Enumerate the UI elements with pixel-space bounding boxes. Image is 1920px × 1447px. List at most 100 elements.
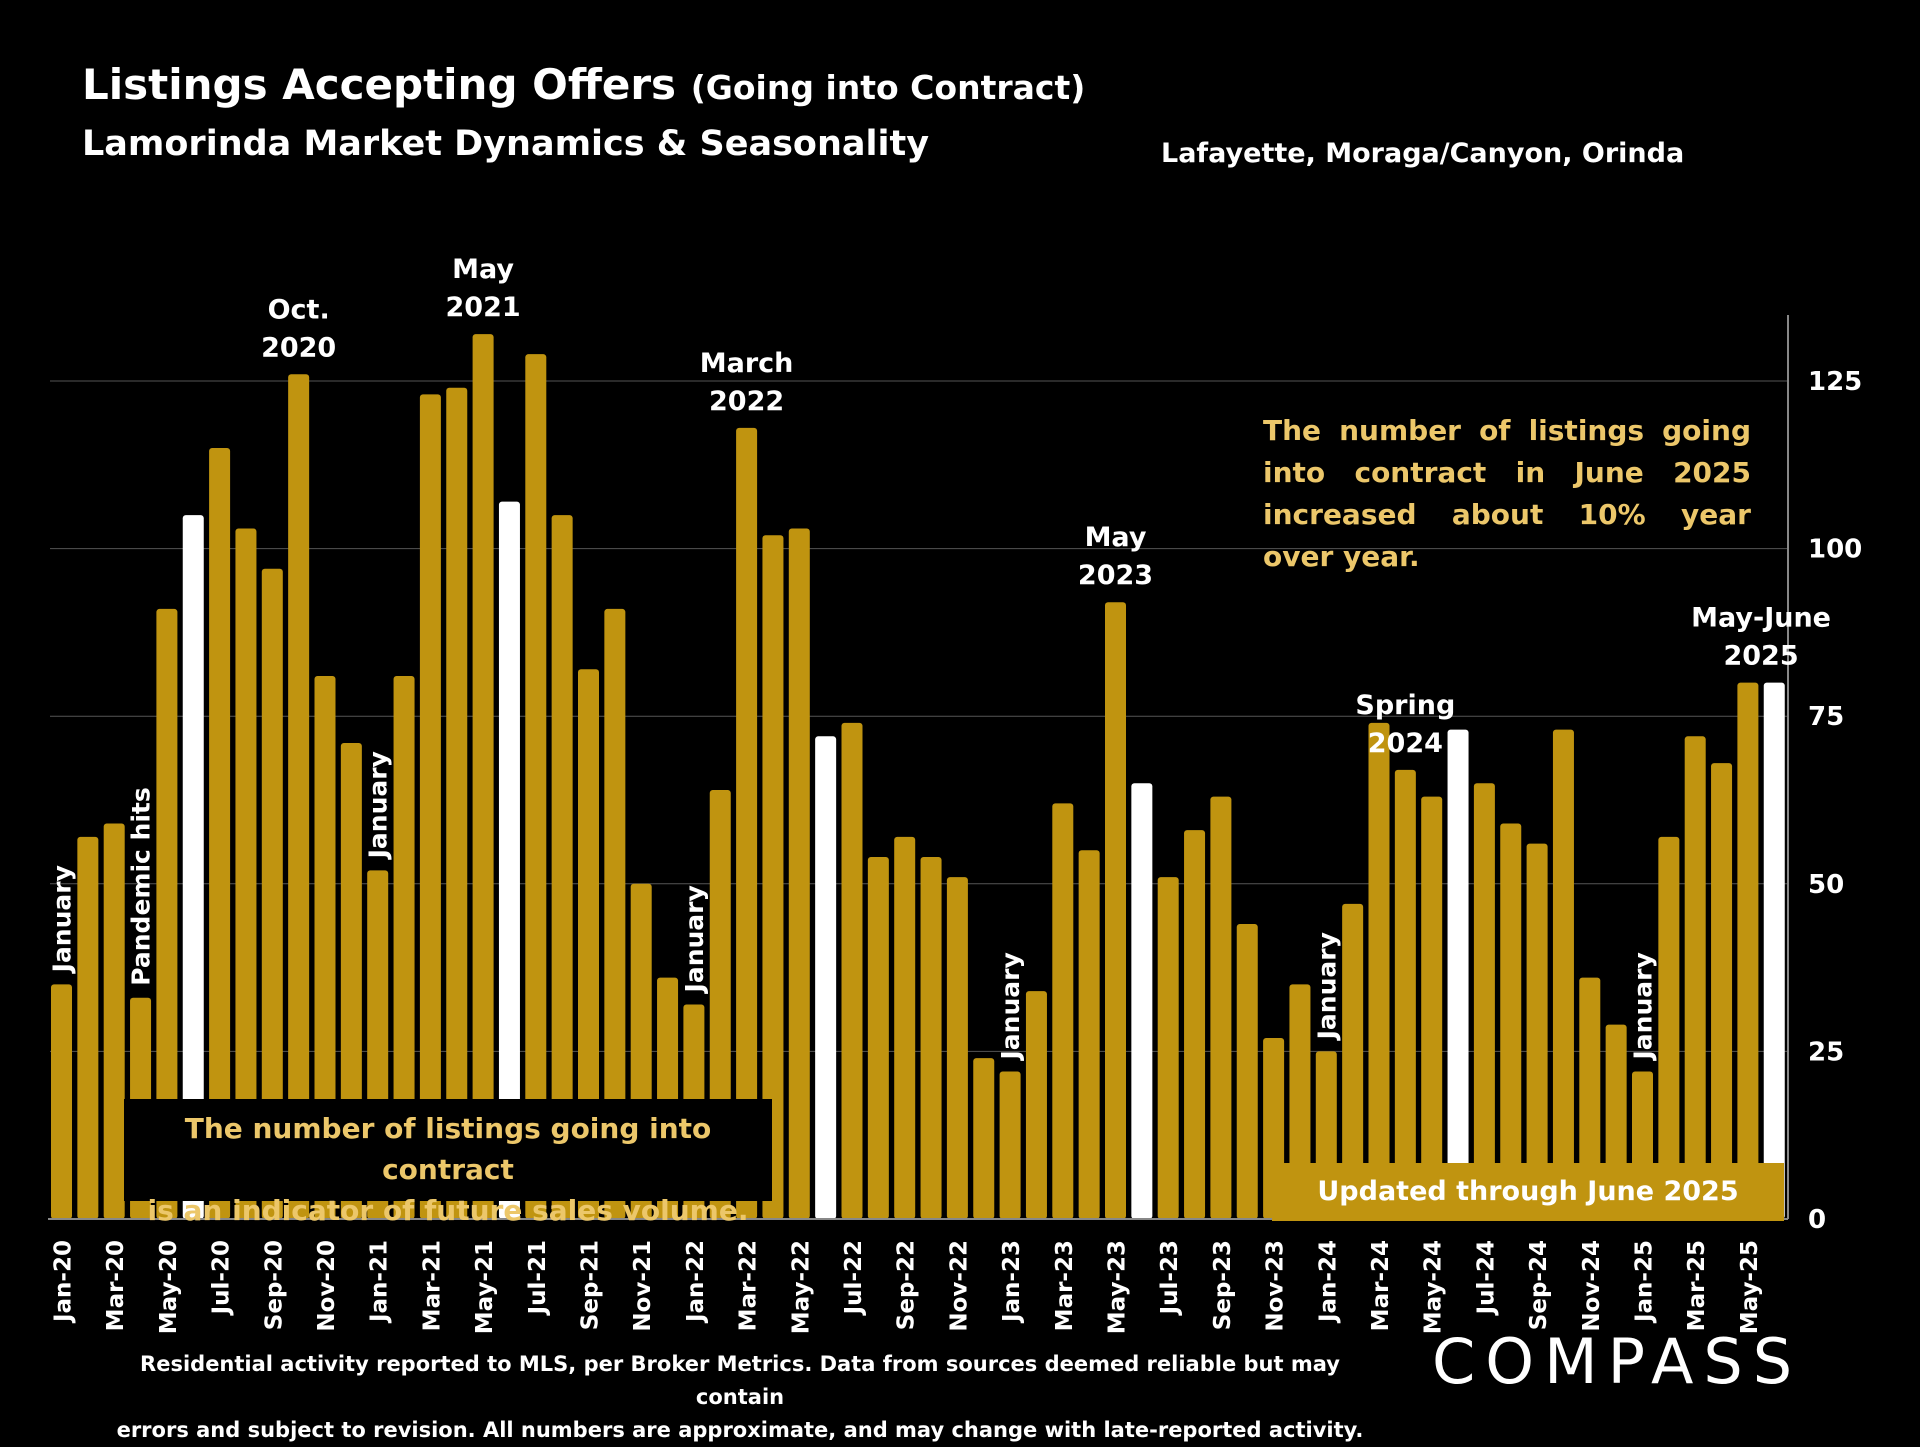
bar [288,374,310,1219]
x-tick-label: Jul-20 [209,1240,235,1316]
x-tick-label: Jul-23 [1157,1240,1183,1316]
bar [1579,977,1601,1219]
chart-title-main: Listings Accepting Offers [82,60,677,109]
bar [1157,877,1179,1219]
y-tick-label: 100 [1808,535,1862,565]
bar [1368,722,1390,1219]
y-tick-label: 50 [1808,870,1844,900]
x-tick-label: Mar-24 [1368,1240,1394,1331]
x-tick-label: Mar-23 [1052,1240,1078,1331]
bar [1737,682,1759,1219]
annotation-label: January [364,751,393,860]
annotation-label: 2024 [1368,728,1443,759]
y-tick-label: 75 [1808,702,1844,732]
chart-subtitle: Lamorinda Market Dynamics & Seasonality [82,124,930,164]
bar [1711,763,1733,1219]
bar [1105,602,1126,1219]
annotation-label: Pandemic hits [127,787,156,986]
annotation-label: March [700,348,794,379]
bar [1526,843,1548,1219]
bar [419,394,441,1220]
bar [1421,796,1443,1219]
callout-indicator-line-2: is an indicator of future sales volume. [147,1194,749,1227]
annotation-label: Oct. [268,294,330,325]
bar [1394,769,1416,1219]
footnote-line-1: Residential activity reported to MLS, pe… [140,1352,1340,1409]
x-tick-label: Mar-21 [419,1240,445,1331]
x-tick-label: Jan-20 [51,1240,77,1324]
x-tick-label: Nov-22 [946,1240,972,1332]
bar [261,568,283,1219]
x-tick-label: Jan-22 [683,1240,709,1324]
x-tick-label: May-24 [1421,1240,1447,1334]
x-tick-label: Mar-25 [1684,1240,1710,1331]
bar [393,675,415,1219]
bar [472,334,494,1219]
annotation-label: January [1312,932,1341,1041]
bar [1078,850,1100,1219]
x-tick-label: Mar-22 [736,1240,762,1331]
bar [815,736,837,1219]
annotation-label: Spring [1355,690,1455,721]
annotation-label: May [1085,522,1147,553]
x-tick-label: Sep-23 [1210,1240,1236,1330]
bar [867,856,889,1219]
callout-indicator: The number of listings going into contra… [124,1099,772,1227]
y-tick-label: 25 [1808,1037,1844,1067]
bar [578,669,599,1219]
bar [1052,803,1074,1219]
x-tick-label: Jan-23 [999,1240,1025,1324]
x-tick-label: May-20 [156,1240,182,1334]
x-tick-label: Nov-20 [314,1240,340,1332]
bar [498,501,520,1219]
x-tick-label: Jan-24 [1315,1240,1341,1324]
bar [1184,830,1206,1219]
bar [736,427,758,1220]
x-tick-label: May-23 [1105,1240,1131,1334]
annotation-label: 2020 [261,332,336,363]
bar [551,515,573,1219]
bar [1473,783,1495,1219]
annotation-label: 2025 [1723,641,1798,672]
callout-yoy: The number of listings going into contra… [1263,414,1751,573]
annotation-label: 2023 [1078,560,1153,591]
x-tick-label: Nov-24 [1579,1240,1605,1332]
bar [156,608,178,1219]
bar [51,984,72,1219]
x-tick-label: Jul-21 [525,1240,551,1316]
x-tick-label: Nov-21 [630,1240,656,1332]
x-tick-label: Mar-20 [103,1240,129,1331]
bar [1447,729,1469,1219]
y-tick-label: 0 [1808,1205,1826,1235]
bar [1289,984,1311,1219]
footnote: Residential activity reported to MLS, pe… [110,1348,1370,1447]
bar [235,528,257,1219]
annotation-label: May [452,254,514,285]
bar [1025,991,1047,1219]
compass-logo: COMPASS [1432,1325,1803,1398]
bar [77,836,99,1219]
annotation-label: January [996,952,1025,1061]
annotation-label: May-June [1691,603,1831,634]
bar [920,856,942,1219]
x-tick-label: May-21 [472,1240,498,1334]
bar [1342,903,1364,1219]
annotation-label: January [680,885,709,994]
bar [446,387,468,1220]
bar [762,535,784,1219]
bar [999,1071,1021,1219]
bar [841,722,863,1219]
bar [788,528,810,1219]
updated-badge: Updated through June 2025 [1272,1163,1784,1221]
bar [1763,682,1785,1219]
x-tick-label: Jul-24 [1473,1240,1499,1316]
footnote-line-2: errors and subject to revision. All numb… [116,1418,1364,1442]
x-tick-label: Sep-22 [894,1240,920,1330]
bar [314,675,336,1219]
y-tick-label: 125 [1808,367,1862,397]
x-tick-label: Sep-20 [261,1240,287,1330]
annotation-label: January [1629,952,1658,1061]
bar [1684,736,1706,1219]
bar [973,1058,995,1219]
